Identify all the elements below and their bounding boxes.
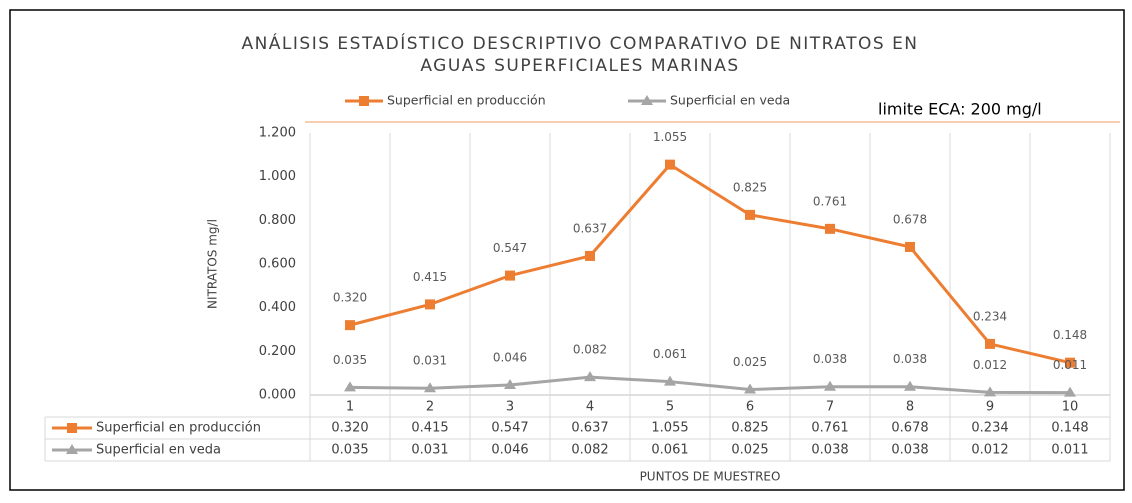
data-point — [664, 375, 676, 386]
data-point — [1065, 357, 1075, 368]
y-tick-label: 0.000 — [259, 388, 296, 403]
table-cell: 0.025 — [731, 443, 768, 458]
chart-title: AGUAS SUPERFICIALES MARINAS — [420, 56, 739, 76]
table-cell: 0.011 — [1051, 443, 1088, 458]
data-label: 0.038 — [813, 352, 847, 366]
data-label: 0.012 — [973, 358, 1007, 372]
data-label: 0.761 — [813, 194, 847, 208]
data-label: 0.046 — [493, 350, 527, 364]
legend-label: Superficial en producción — [387, 93, 546, 108]
x-tick-label: 4 — [586, 400, 594, 415]
y-tick-label: 0.200 — [259, 344, 296, 359]
data-point — [984, 386, 996, 397]
data-point — [344, 381, 356, 392]
data-point — [424, 382, 436, 393]
series-line — [349, 163, 1071, 365]
table-row-label: Superficial en producción — [96, 421, 261, 436]
data-point — [584, 371, 596, 382]
x-tick-label: 1 — [346, 400, 354, 415]
data-point — [585, 250, 595, 261]
data-point — [745, 209, 755, 220]
data-point — [985, 338, 995, 349]
data-label: 0.038 — [893, 352, 927, 366]
data-label: 0.061 — [653, 347, 687, 361]
data-label: 0.234 — [973, 309, 1007, 323]
data-label: 1.055 — [653, 130, 687, 144]
legend-marker — [359, 96, 369, 106]
data-point — [904, 380, 916, 391]
data-point — [345, 320, 355, 331]
y-tick-label: 0.800 — [259, 213, 296, 228]
data-label: 0.025 — [733, 355, 767, 369]
x-tick-label: 3 — [506, 400, 514, 415]
data-point — [744, 383, 756, 394]
x-tick-label: 8 — [906, 400, 914, 415]
data-label: 0.547 — [493, 241, 527, 255]
table-cell: 0.320 — [331, 421, 368, 436]
table-cell: 0.637 — [571, 421, 608, 436]
table-cell: 0.035 — [331, 443, 368, 458]
legend-marker — [641, 95, 653, 105]
y-tick-label: 0.600 — [259, 257, 296, 272]
y-tick-label: 0.400 — [259, 300, 296, 315]
data-point — [504, 378, 516, 389]
data-point — [1064, 386, 1076, 397]
table-cell: 0.012 — [971, 443, 1008, 458]
x-tick-label: 6 — [746, 400, 754, 415]
data-label: 0.637 — [573, 221, 607, 235]
table-cell: 0.761 — [811, 421, 848, 436]
table-cell: 0.061 — [651, 443, 688, 458]
data-label: 0.415 — [413, 270, 447, 284]
table-cell: 0.038 — [891, 443, 928, 458]
table-cell: 0.031 — [411, 443, 448, 458]
data-label: 0.678 — [893, 212, 927, 226]
y-axis-label: NITRATOS mg/l — [206, 219, 220, 309]
y-tick-label: 1.200 — [259, 126, 296, 141]
legend-label: Superficial en veda — [670, 93, 790, 108]
table-cell: 0.046 — [491, 443, 528, 458]
table-cell: 0.148 — [1051, 421, 1088, 436]
table-cell: 0.082 — [571, 443, 608, 458]
table-row-label: Superficial en veda — [96, 443, 221, 458]
x-tick-label: 2 — [426, 400, 434, 415]
table-cell: 0.547 — [491, 421, 528, 436]
data-point — [665, 159, 675, 170]
data-label: 0.011 — [1053, 358, 1087, 372]
data-label: 0.035 — [333, 353, 367, 367]
data-label: 0.320 — [333, 291, 367, 305]
table-legend-marker — [66, 444, 78, 454]
data-point — [824, 380, 836, 391]
table-cell: 0.234 — [971, 421, 1008, 436]
data-label: 0.082 — [573, 343, 607, 357]
x-tick-label: 9 — [986, 400, 994, 415]
table-cell: 0.415 — [411, 421, 448, 436]
annotation: limite ECA: 200 mg/l — [878, 100, 1042, 119]
data-label: 0.825 — [733, 180, 767, 194]
chart-border — [9, 9, 1125, 491]
data-label: 0.031 — [413, 354, 447, 368]
series-line — [349, 375, 1071, 395]
table-cell: 0.038 — [811, 443, 848, 458]
x-tick-label: 10 — [1062, 400, 1079, 415]
data-point — [825, 223, 835, 234]
chart-title: ANÁLISIS ESTADÍSTICO DESCRIPTIVO COMPARA… — [241, 32, 918, 54]
data-label: 0.148 — [1053, 328, 1087, 342]
table-cell: 0.825 — [731, 421, 768, 436]
data-point — [425, 299, 435, 310]
data-point — [505, 270, 515, 281]
x-tick-label: 5 — [666, 400, 674, 415]
x-tick-label: 7 — [826, 400, 834, 415]
data-point — [905, 241, 915, 252]
table-legend-marker — [67, 423, 77, 433]
x-axis-label: PUNTOS DE MUESTREO — [640, 470, 781, 484]
table-cell: 0.678 — [891, 421, 928, 436]
y-tick-label: 1.000 — [259, 169, 296, 184]
table-cell: 1.055 — [651, 421, 688, 436]
